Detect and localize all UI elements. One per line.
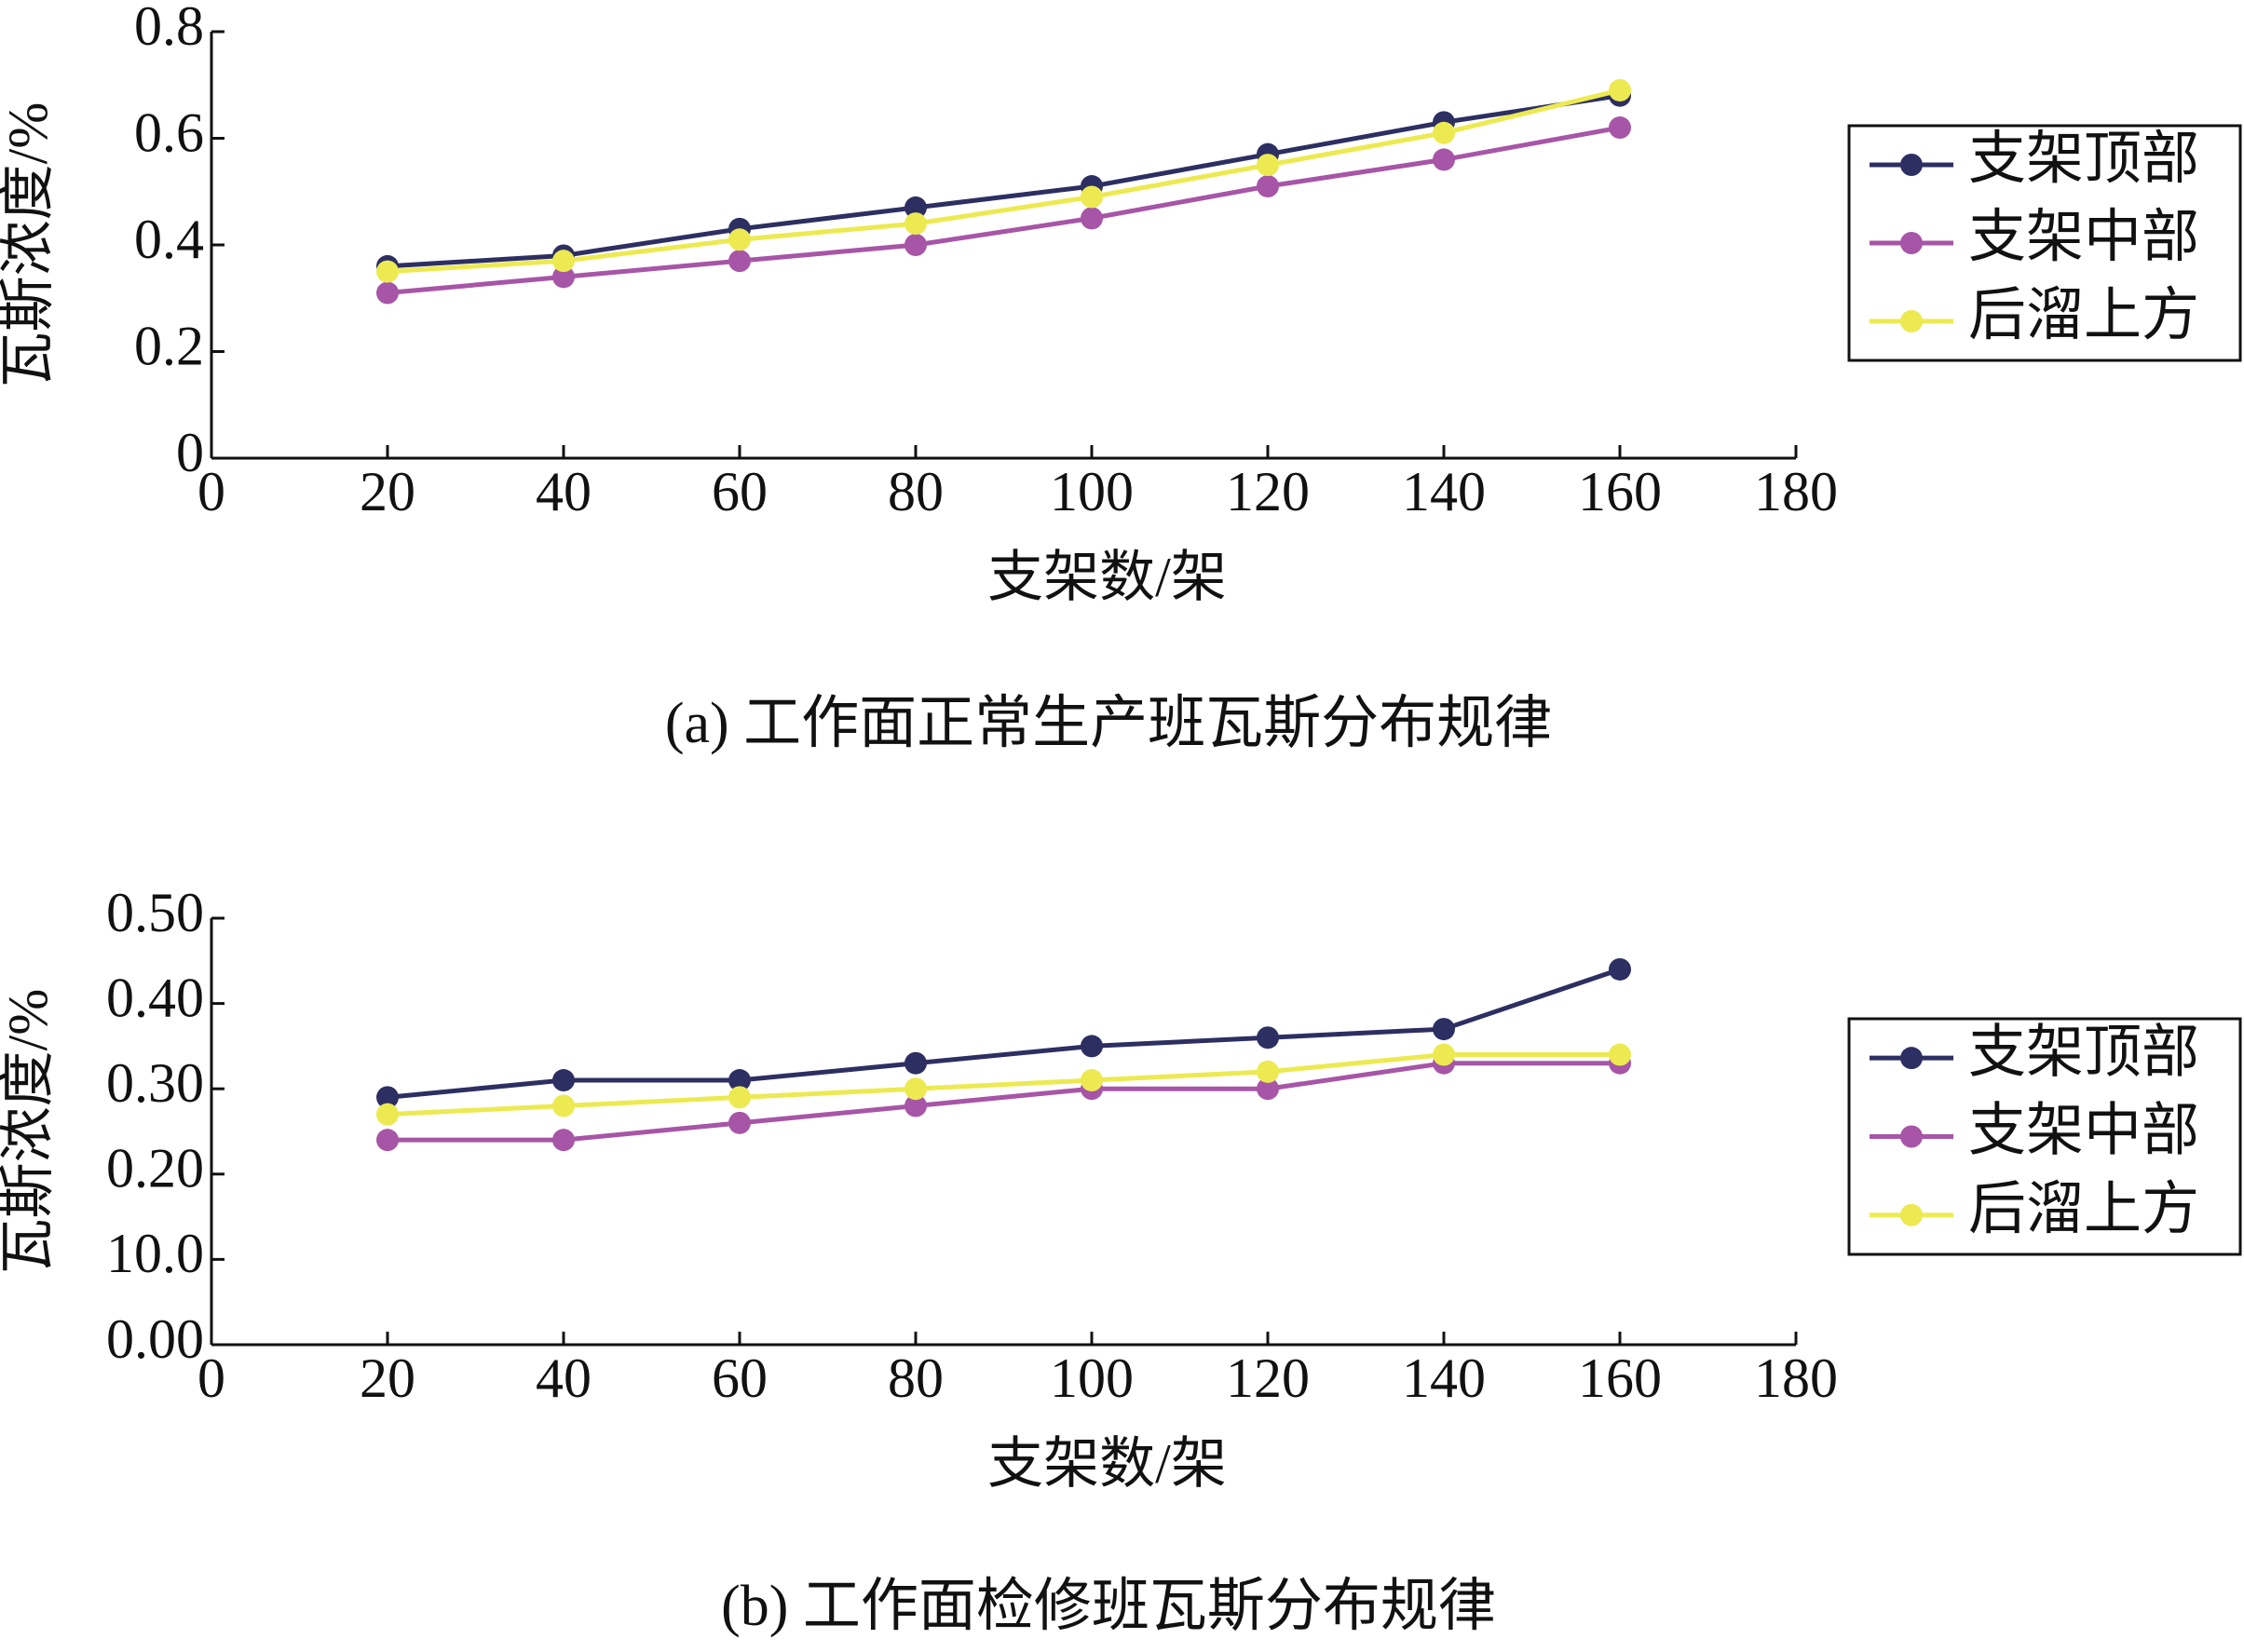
data-point [1257,1060,1279,1083]
data-point [376,1103,399,1126]
y-tick-label: 0.8 [134,0,204,57]
data-point [1433,1018,1455,1041]
y-tick-label: 0.00 [106,1308,204,1370]
legend-label: 后溜上方 [1968,1178,2199,1241]
data-point [1433,121,1455,144]
x-tick-label: 120 [1226,461,1310,522]
legend-marker [1900,310,1923,332]
legend-label: 支架中部 [1968,206,2199,269]
data-point [904,1077,927,1101]
data-point [1257,1077,1279,1101]
y-tick-label: 0.6 [134,102,204,163]
data-point [1257,175,1279,198]
data-point [1081,207,1103,230]
y-tick-label: 0.20 [106,1138,204,1199]
series-line [387,93,1621,269]
legend-marker [1900,154,1923,176]
data-point [1609,78,1631,102]
data-point [1257,1026,1279,1049]
data-point [1433,148,1455,171]
data-point [904,234,927,256]
data-point [552,1094,575,1117]
data-point [728,228,751,251]
x-tick-label: 40 [536,461,592,522]
data-point [552,250,575,273]
x-tick-label: 180 [1754,461,1838,522]
x-tick-label: 0 [197,461,225,522]
y-tick-label: 10.0 [106,1223,204,1284]
legend-label: 后溜上方 [1968,284,2199,347]
x-tick-label: 160 [1578,1347,1662,1409]
x-tick-label: 60 [712,461,768,522]
chart: 0.00 10.0 0.20 0.30 0.40 0.50 0 20 40 60 80 100 120 1… [0,882,2242,1638]
x-tick-label: 60 [712,1347,768,1409]
legend-label: 支架顶部 [1968,128,2199,191]
x-tick-label: 140 [1402,461,1486,522]
y-tick-label: 0 [176,422,204,483]
data-point [1257,154,1279,177]
data-point [1609,1043,1631,1066]
y-tick-label: 0.30 [106,1052,204,1114]
x-tick-label: 180 [1754,1347,1838,1409]
series-line [387,1052,1620,1117]
data-point [1433,1043,1455,1066]
data-point [904,1051,927,1075]
x-tick-label: 100 [1050,461,1134,522]
x-tick-label: 160 [1578,461,1662,522]
data-point [904,1094,927,1117]
x-tick-label: 100 [1050,1347,1134,1409]
data-point [728,1111,751,1134]
y-tick-label: 0.2 [134,315,204,376]
x-tick-label: 20 [360,461,415,522]
data-point [552,265,575,289]
data-point [1081,1035,1103,1058]
chart: 0 0.2 0.4 0.6 0.8 0 20 40 60 80 100 120 140 160 180 支架数… [0,0,2242,755]
data-point [1081,185,1103,209]
data-point [728,250,751,273]
y-tick-label: 0.40 [106,967,204,1028]
data-point [904,196,927,219]
y-tick-label: 0.4 [134,209,204,270]
legend-marker [1900,1203,1923,1226]
series-line [387,967,1621,1100]
x-tick-label: 0 [197,1347,225,1409]
y-tick-label: 0.50 [106,882,204,943]
series-line [387,125,1621,296]
legend-marker [1900,1125,1923,1148]
x-tick-label: 40 [536,1347,592,1409]
y-axis-label: 瓦斯浓度/% [0,102,59,388]
series-line [387,88,1621,275]
data-point [904,212,927,236]
data-point [552,1129,575,1152]
legend-marker [1900,1047,1923,1070]
x-axis-label: 支架数/架 [987,1433,1227,1495]
data-point [728,1086,751,1109]
data-point [376,1086,399,1109]
legend-marker [1900,232,1923,254]
legend-label: 支架中部 [1968,1100,2199,1163]
x-tick-label: 80 [888,461,944,522]
x-tick-label: 140 [1402,1347,1486,1409]
x-axis-label: 支架数/架 [987,547,1227,608]
data-point [376,281,399,305]
caption: (a) 工作面正常生产班瓦斯分布规律 [665,692,1552,755]
data-point [552,1069,575,1092]
data-point [1081,1069,1103,1092]
data-point [728,1069,751,1092]
data-point [1609,116,1631,140]
y-axis-label: 瓦斯浓度/% [0,989,59,1275]
data-point [1609,957,1631,981]
x-tick-label: 20 [360,1347,415,1409]
x-tick-label: 120 [1226,1347,1310,1409]
series-line [388,1061,1620,1143]
legend-label: 支架顶部 [1968,1021,2199,1084]
data-point [376,1129,399,1152]
caption: (b) 工作面检修班瓦斯分布规律 [721,1575,1496,1638]
x-tick-label: 80 [888,1347,944,1409]
data-point [376,260,399,283]
